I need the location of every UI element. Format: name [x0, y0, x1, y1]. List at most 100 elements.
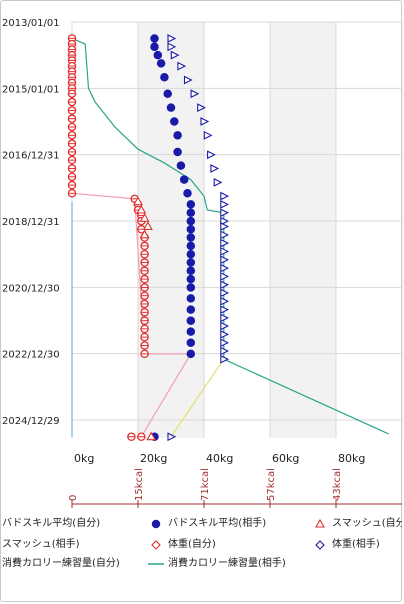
data-point [186, 274, 196, 284]
data-point [220, 346, 230, 356]
data-point [170, 117, 179, 126]
data-point [220, 247, 230, 256]
data-point [220, 208, 230, 218]
legend-label: スマッシュ(自分) [332, 518, 402, 529]
data-point [190, 89, 200, 99]
data-point [210, 164, 220, 173]
data-point [139, 229, 150, 239]
data-point [133, 196, 143, 206]
series-line [170, 358, 225, 438]
data-point [200, 117, 210, 126]
data-point [151, 519, 161, 529]
x-tick-label: 0kg [74, 452, 94, 465]
data-point [183, 189, 192, 198]
kcal-tick-label: 57kcal [266, 468, 277, 501]
data-point [220, 191, 230, 201]
legend-label: 体重(相手) [332, 539, 380, 550]
data-point [176, 161, 186, 170]
x-tick-label: 60kg [272, 452, 299, 465]
kcal-tick-label: 43kcal [332, 468, 343, 501]
data-point [220, 230, 230, 240]
data-point [220, 338, 230, 348]
data-point [220, 280, 230, 290]
data-point [166, 103, 176, 112]
data-point [220, 216, 230, 226]
kcal-tick-label: 0 [68, 495, 79, 501]
data-point [167, 34, 177, 43]
data-point [186, 250, 196, 259]
legend-label: 消費カロリー練習量(相手) [168, 558, 286, 569]
data-point [173, 131, 182, 140]
y-tick-label: 2015/01/01 [2, 84, 60, 95]
data-point [160, 72, 169, 82]
data-point [153, 50, 163, 60]
data-point [139, 213, 150, 222]
data-point [315, 540, 325, 550]
data-point [186, 327, 196, 336]
data-point [167, 42, 177, 52]
data-point [186, 283, 196, 292]
data-point [186, 216, 196, 226]
data-point [197, 103, 206, 112]
data-point [186, 200, 196, 209]
data-point [220, 354, 230, 364]
data-point [220, 263, 230, 273]
data-point [220, 238, 230, 248]
legend-label: 消費カロリー練習量(自分) [2, 558, 120, 569]
y-tick-label: 2022/12/30 [2, 350, 60, 361]
data-point [213, 177, 223, 187]
data-point [151, 540, 161, 550]
data-point [173, 147, 182, 157]
data-point [179, 175, 189, 184]
data-point [186, 316, 196, 325]
data-point [186, 294, 196, 303]
data-point [186, 208, 196, 217]
data-point [186, 258, 196, 267]
shaded-band [270, 22, 336, 438]
data-point [136, 204, 147, 214]
data-point [220, 222, 230, 231]
data-point [220, 305, 230, 314]
x-tick-label: 80kg [338, 452, 365, 465]
data-point [220, 321, 230, 331]
x-tick-label: 40kg [206, 452, 233, 465]
y-tick-label: 2024/12/29 [2, 416, 60, 427]
data-point [186, 338, 196, 348]
legend-label: 体重(自分) [168, 539, 216, 550]
y-tick-label: 2020/12/30 [2, 283, 60, 294]
y-tick-label: 2018/12/31 [2, 217, 60, 228]
data-point [220, 272, 230, 281]
data-point [203, 130, 213, 140]
data-point [150, 42, 159, 52]
legend-label: スマッシュ(相手) [2, 539, 80, 550]
data-point [220, 199, 230, 209]
data-point [167, 432, 177, 442]
data-point [186, 349, 196, 359]
y-tick-label: 2016/12/31 [2, 151, 60, 162]
kcal-tick-label: 15kcal [134, 468, 145, 501]
kcal-tick-label: 71kcal [200, 468, 211, 501]
data-point [220, 255, 230, 265]
data-point [220, 330, 230, 339]
data-point [207, 150, 216, 160]
data-point [220, 288, 230, 298]
data-point [186, 241, 196, 251]
data-point [156, 59, 166, 68]
x-tick-label: 20kg [140, 452, 167, 465]
data-point [177, 61, 187, 71]
data-point [186, 305, 196, 314]
data-point [142, 221, 153, 231]
y-tick-label: 2013/01/01 [2, 18, 60, 29]
data-point [150, 34, 159, 43]
data-point [186, 225, 196, 234]
legend-label: バドスキル平均(自分) [2, 518, 101, 529]
data-point [163, 89, 172, 98]
data-point [183, 75, 193, 85]
series-line [71, 37, 390, 435]
data-point [315, 518, 325, 528]
legend-label: バドスキル平均(相手) [168, 518, 267, 529]
data-point [146, 431, 157, 441]
data-point [170, 50, 180, 60]
data-point [186, 233, 196, 242]
